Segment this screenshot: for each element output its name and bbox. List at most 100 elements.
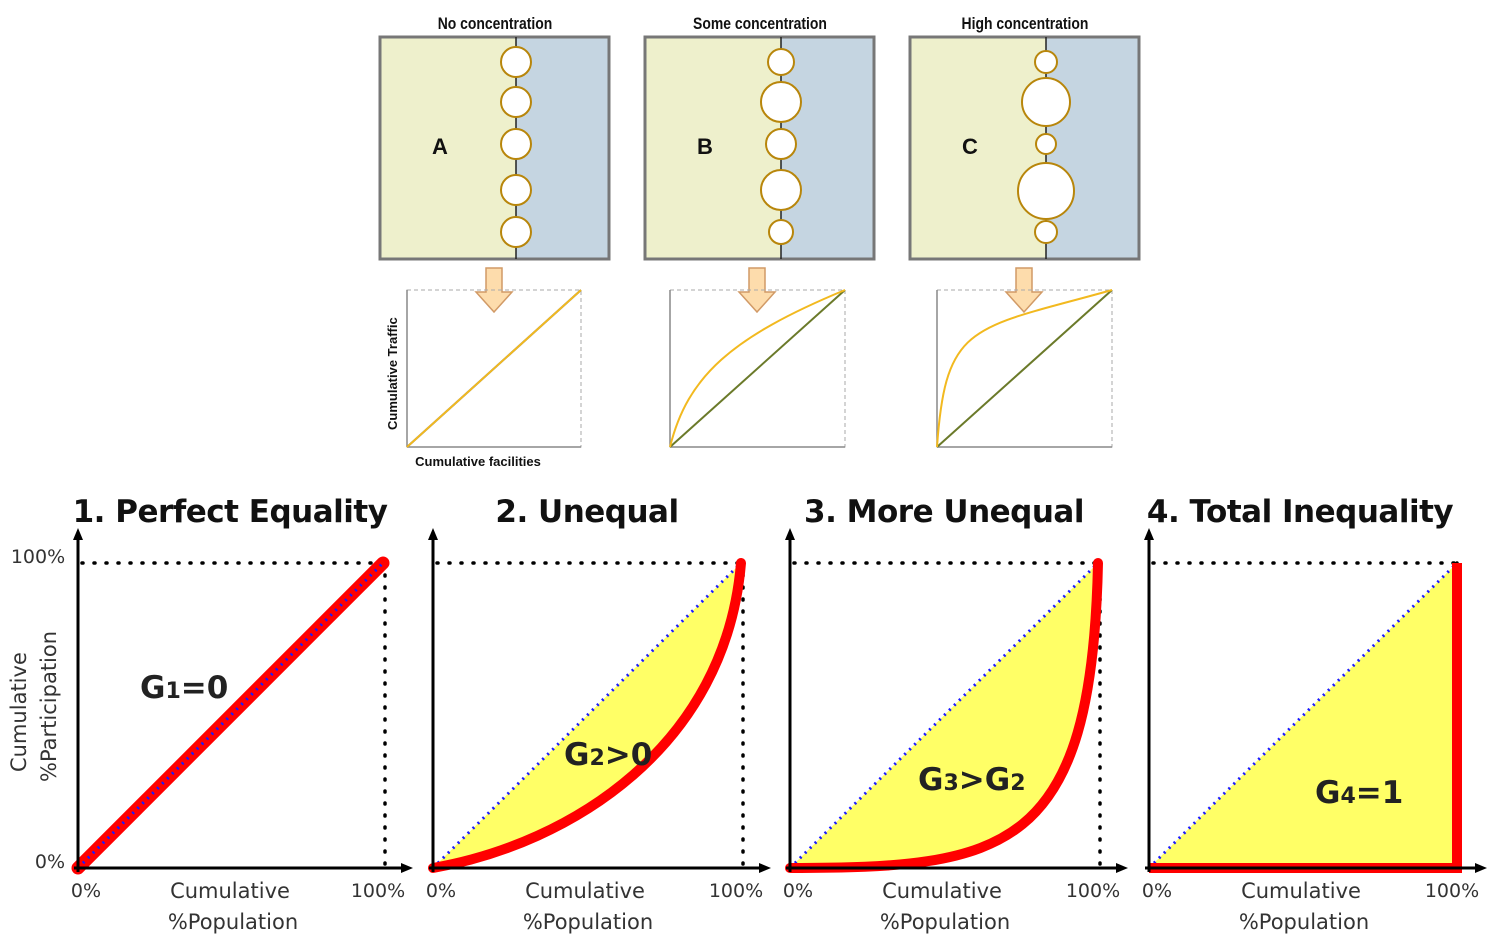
y-axis-arrow-icon: [785, 528, 795, 540]
x-tick-100: 100%: [1066, 880, 1120, 902]
y-tick-100: 100%: [11, 546, 65, 568]
gini-subscript: 1: [165, 679, 180, 704]
gini-relation: >0: [605, 737, 653, 773]
small-chart-xlabel: Cumulative facilities: [415, 454, 541, 469]
gini-subscript: 2: [1010, 771, 1025, 796]
small-lorenz-chart-1: [406, 267, 582, 448]
gini-letter: G: [1315, 775, 1340, 811]
gini-relation: >G: [959, 762, 1010, 798]
gini-label: G1=0: [140, 670, 228, 706]
concentration-panel-1: No concentration A: [378, 15, 611, 261]
x-axis-arrow-icon: [401, 863, 413, 873]
panel-title: No concentration: [438, 15, 553, 34]
y-tick-0: 0%: [35, 851, 65, 873]
facility-node: [500, 86, 532, 118]
gini-letter: G: [140, 670, 165, 706]
x-tick-0: 0%: [1142, 880, 1172, 902]
y-title-line1: Cumulative: [7, 652, 31, 772]
gini-label: G2>0: [564, 737, 652, 773]
region-letter: C: [962, 134, 978, 159]
facility-node: [1017, 162, 1075, 220]
inequality-area: [790, 563, 1098, 868]
left-region: [910, 37, 1046, 259]
chart-frame: [936, 289, 1113, 448]
panel-title: Some concentration: [693, 15, 827, 34]
facility-node: [768, 219, 794, 245]
lorenz-chart-3: 3. More Unequal 0% 100% Cumulative %Populati…: [783, 494, 1128, 934]
y-title-line2: %Participation: [37, 631, 61, 782]
x-tick-100: 100%: [1425, 880, 1479, 902]
left-region: [380, 37, 516, 259]
x-title-line2: %Population: [168, 910, 298, 934]
lorenz-chart-2: 2. Unequal 0% 100% Cumulative %Population G2>…: [426, 494, 771, 934]
lorenz-chart-4: 4. Total Inequality 0% 100% Cumulative %Popu…: [1142, 494, 1487, 934]
y-axis-arrow-icon: [428, 528, 438, 540]
x-title-line1: Cumulative: [170, 879, 290, 903]
panel-title: High concentration: [962, 15, 1089, 34]
x-axis-arrow-icon: [759, 863, 771, 873]
x-axis-arrow-icon: [1116, 863, 1128, 873]
concentration-panel-2: Some concentration B: [643, 15, 876, 261]
small-lorenz-chart-3: [936, 267, 1113, 448]
facility-node: [1034, 50, 1058, 74]
concentration-panel-3: High concentration C: [908, 15, 1141, 261]
region-letter: B: [697, 134, 713, 159]
lorenz-curve: [785, 558, 1103, 873]
left-region: [645, 37, 781, 259]
chart-title: 1. Perfect Equality: [73, 494, 388, 530]
lorenz-curve: [406, 289, 582, 448]
x-title-line2: %Population: [523, 910, 653, 934]
x-axis-arrow-icon: [1475, 863, 1487, 873]
facility-node: [500, 216, 532, 248]
right-region: [1046, 37, 1139, 259]
x-title-line1: Cumulative: [525, 879, 645, 903]
facility-node: [500, 128, 532, 160]
gini-subscript: 3: [943, 771, 958, 796]
inequality-area: [1149, 563, 1457, 868]
lorenz-chart-1: 1. Perfect Equality 0% 100% Cumulative %Popu…: [71, 494, 413, 934]
region-letter: A: [432, 134, 448, 159]
chart-title: 3. More Unequal: [804, 494, 1084, 530]
right-region: [781, 37, 874, 259]
chart-title: 4. Total Inequality: [1147, 494, 1453, 530]
right-region: [516, 37, 609, 259]
gini-label: G4=1: [1315, 775, 1403, 811]
x-tick-0: 0%: [71, 880, 101, 902]
x-tick-0: 0%: [783, 880, 813, 902]
panel-border: [378, 35, 611, 261]
facility-node: [767, 48, 795, 76]
facility-node: [760, 81, 802, 123]
lorenz-curve: [428, 558, 746, 873]
gini-relation: =1: [1356, 775, 1404, 811]
x-tick-100: 100%: [709, 880, 763, 902]
gini-letter: G: [918, 762, 943, 798]
facility-node: [1021, 77, 1071, 127]
panel-border: [643, 35, 876, 261]
x-title-line1: Cumulative: [882, 879, 1002, 903]
equality-line: [669, 289, 846, 448]
chart-frame: [669, 289, 846, 448]
y-axis-arrow-icon: [73, 528, 83, 540]
small-chart-ylabel: Cumulative Traffic: [385, 317, 400, 430]
x-title-line1: Cumulative: [1241, 879, 1361, 903]
x-tick-0: 0%: [426, 880, 456, 902]
gini-label: G3>G2: [918, 762, 1026, 798]
gini-subscript: 4: [1340, 784, 1355, 809]
gini-letter: G: [564, 737, 589, 773]
chart-title: 2. Unequal: [495, 494, 678, 530]
y-axis-arrow-icon: [1144, 528, 1154, 540]
gini-relation: =0: [181, 670, 229, 706]
lorenz-curve: [936, 289, 1113, 448]
x-tick-100: 100%: [351, 880, 405, 902]
panel-border: [908, 35, 1141, 261]
small-lorenz-chart-2: [669, 267, 846, 448]
inequality-area: [433, 563, 741, 868]
equality-diagonal-overlay: [76, 561, 385, 870]
facility-node: [1035, 133, 1057, 155]
gini-subscript: 2: [589, 746, 604, 771]
facility-node: [765, 128, 797, 160]
lorenz-curve: [669, 289, 846, 448]
equality-line: [936, 289, 1113, 448]
facility-node: [500, 174, 532, 206]
